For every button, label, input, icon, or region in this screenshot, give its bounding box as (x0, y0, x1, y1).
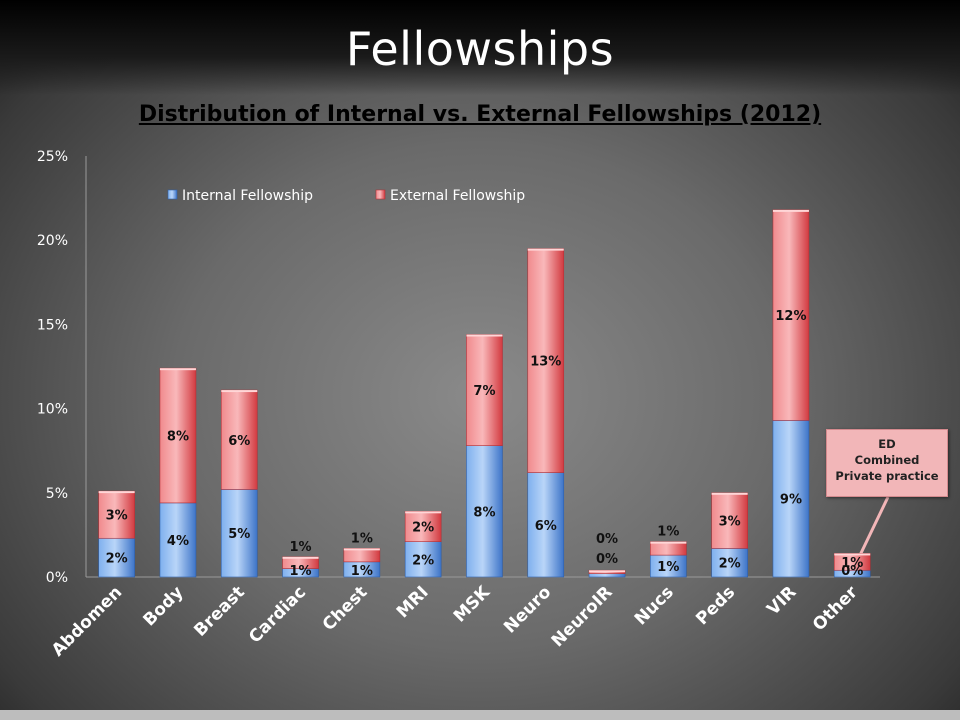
x-category-label: Chest (319, 582, 372, 635)
bar-internal (404, 541, 442, 578)
x-category-label: Other (809, 582, 862, 635)
data-label-external: 7% (473, 384, 495, 399)
callout-line-combined: Combined (854, 453, 920, 467)
bar-external (711, 492, 748, 549)
bar-cap (711, 492, 748, 495)
bar-external (343, 548, 381, 563)
data-label-external: 3% (719, 515, 741, 530)
bar-cap (650, 541, 687, 544)
y-tick-label: 20% (37, 233, 68, 249)
bar-internal (466, 445, 503, 578)
bar-external (159, 367, 197, 504)
data-label-internal: 1% (351, 564, 373, 579)
callout-line-ed: ED (878, 437, 896, 451)
x-category-label: Peds (692, 582, 739, 629)
legend-swatch-external (375, 189, 386, 200)
bar-internal (588, 573, 626, 578)
bar-cap (834, 553, 871, 556)
bar-external (527, 248, 565, 473)
footer-line (0, 710, 960, 720)
data-label-external: 3% (106, 509, 128, 524)
bar-cap (589, 570, 626, 573)
data-label-external: 1% (290, 540, 312, 555)
data-label-internal: 4% (167, 534, 189, 549)
data-label-external: 13% (530, 355, 561, 370)
bar-cap (343, 548, 380, 551)
legend-label-external: External Fellowship (390, 188, 525, 204)
bar-cap (282, 556, 319, 559)
data-label-internal: 2% (412, 553, 434, 568)
legend-swatch-internal (167, 189, 178, 200)
y-tick-label: 10% (37, 402, 68, 418)
bar-cap (466, 334, 503, 337)
data-label-internal: 0% (841, 564, 863, 579)
x-category-label: Body (139, 582, 187, 630)
data-label-external: 0% (596, 532, 618, 547)
x-category-label: MSK (450, 582, 495, 627)
bar-internal (527, 472, 565, 578)
data-label-external: 8% (167, 430, 189, 445)
data-label-external: 2% (412, 520, 434, 535)
data-label-external: 1% (351, 531, 373, 546)
data-label-internal: 0% (596, 552, 618, 567)
data-label-internal: 1% (657, 560, 679, 575)
bar-internal (772, 420, 810, 578)
callout-pointer (854, 496, 890, 564)
y-tick-label: 5% (46, 486, 68, 502)
bar-cap (527, 248, 564, 251)
x-category-label: VIR (763, 582, 800, 619)
data-label-internal: 6% (535, 519, 557, 534)
bar-internal (98, 537, 135, 578)
bar-cap (98, 491, 135, 494)
x-category-label: NeuroIR (548, 582, 617, 651)
data-label-internal: 9% (780, 493, 802, 508)
callout-box: ED Combined Private practice (826, 429, 948, 497)
data-label-external: 1% (657, 525, 679, 540)
title-band (0, 0, 960, 95)
data-label-internal: 8% (473, 505, 495, 520)
data-label-external: 1% (841, 556, 863, 571)
x-category-label: MRI (393, 582, 433, 622)
slide-title: Fellowships (345, 22, 615, 76)
bar-external (650, 541, 687, 556)
bar-external (98, 490, 135, 539)
data-label-internal: 2% (719, 557, 741, 572)
bar-external (772, 209, 810, 421)
bar-cap (221, 390, 258, 393)
data-label-external: 6% (228, 434, 250, 449)
chart-title: Distribution of Internal vs. External Fe… (138, 102, 822, 127)
bar-cap (772, 209, 809, 212)
bar-internal (711, 548, 748, 578)
legend-label-internal: Internal Fellowship (182, 188, 313, 204)
bar-internal (220, 489, 258, 578)
data-label-internal: 2% (106, 552, 128, 567)
data-label-internal: 5% (228, 527, 250, 542)
y-tick-label: 15% (37, 317, 68, 333)
bar-external (404, 511, 442, 542)
data-label-internal: 1% (290, 564, 312, 579)
callout-line-private-practice: Private practice (835, 469, 939, 483)
y-tick-label: 25% (37, 149, 68, 165)
bar-cap (159, 368, 196, 371)
x-category-label: Abdomen (48, 582, 126, 660)
x-category-label: Breast (190, 582, 248, 640)
data-label-external: 12% (775, 309, 806, 324)
bar-internal (159, 502, 197, 578)
y-tick-label: 0% (46, 570, 68, 586)
bar-cap (405, 511, 442, 514)
x-category-label: Neuro (500, 582, 555, 637)
x-category-label: Cardiac (245, 582, 310, 647)
x-category-label: Nucs (631, 582, 678, 629)
